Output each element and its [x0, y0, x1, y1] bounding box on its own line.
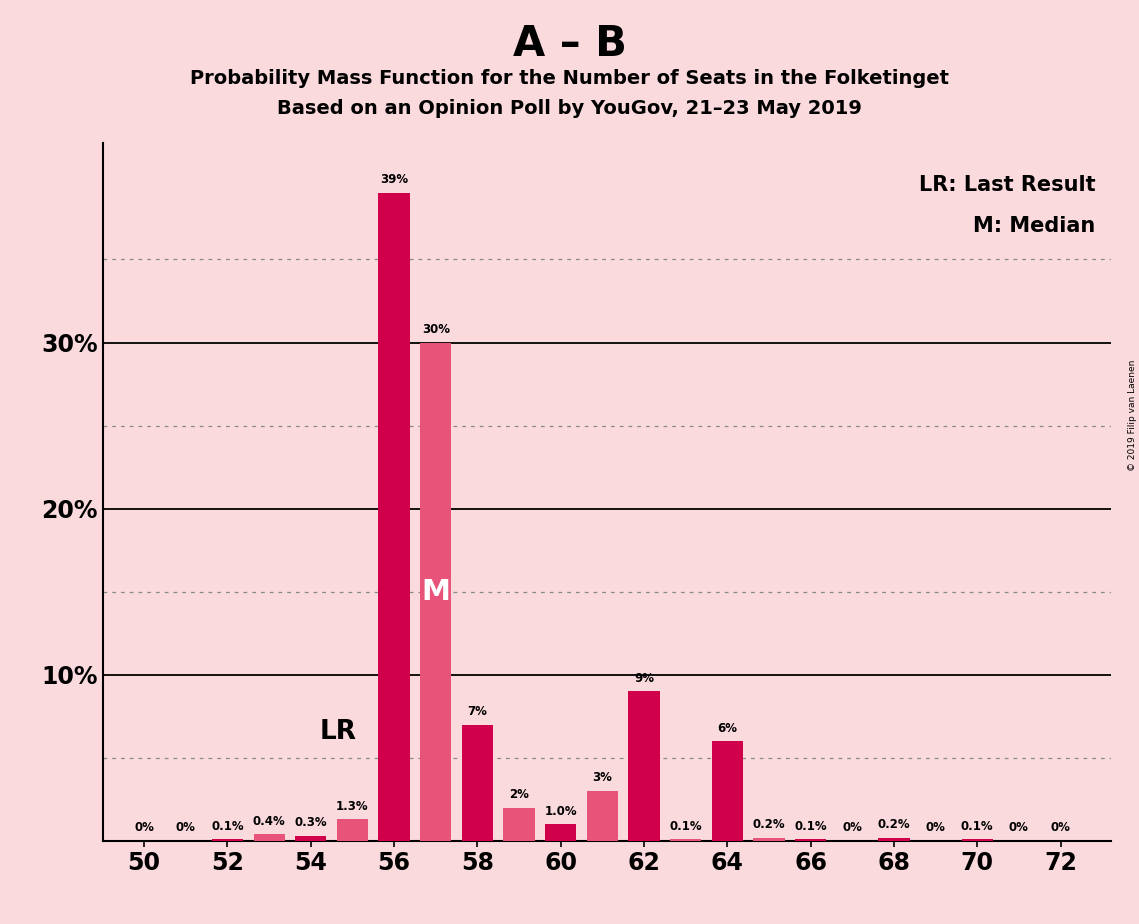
Bar: [878, 837, 910, 841]
Text: 1.3%: 1.3%: [336, 799, 369, 812]
Text: 0%: 0%: [1009, 821, 1029, 834]
Text: 39%: 39%: [380, 174, 408, 187]
Text: 0.1%: 0.1%: [794, 820, 827, 833]
Bar: [670, 839, 702, 841]
Bar: [212, 839, 243, 841]
Text: 2%: 2%: [509, 788, 528, 801]
Bar: [629, 691, 659, 841]
Text: 1.0%: 1.0%: [544, 805, 577, 818]
Text: 7%: 7%: [467, 705, 487, 718]
Text: 0.3%: 0.3%: [295, 816, 327, 829]
Text: 0.1%: 0.1%: [961, 820, 993, 833]
Text: 0.4%: 0.4%: [253, 815, 286, 828]
Text: 0.2%: 0.2%: [753, 818, 785, 831]
Text: 0.1%: 0.1%: [211, 820, 244, 833]
Text: M: M: [421, 578, 450, 606]
Text: 0.1%: 0.1%: [670, 820, 702, 833]
Bar: [420, 343, 451, 841]
Text: 30%: 30%: [421, 322, 450, 336]
Bar: [546, 824, 576, 841]
Text: M: Median: M: Median: [973, 216, 1096, 237]
Text: 0%: 0%: [926, 821, 945, 834]
Text: 0%: 0%: [843, 821, 862, 834]
Text: LR: LR: [320, 719, 357, 745]
Text: 6%: 6%: [718, 722, 737, 735]
Text: LR: Last Result: LR: Last Result: [919, 175, 1096, 195]
Text: 0%: 0%: [1050, 821, 1071, 834]
Bar: [587, 791, 618, 841]
Text: 9%: 9%: [634, 672, 654, 685]
Bar: [337, 820, 368, 841]
Text: 3%: 3%: [592, 772, 613, 784]
Bar: [295, 836, 327, 841]
Text: A – B: A – B: [513, 23, 626, 65]
Bar: [254, 834, 285, 841]
Text: Probability Mass Function for the Number of Seats in the Folketinget: Probability Mass Function for the Number…: [190, 69, 949, 89]
Bar: [503, 808, 534, 841]
Bar: [961, 839, 993, 841]
Text: 0%: 0%: [134, 821, 154, 834]
Bar: [378, 193, 410, 841]
Bar: [795, 839, 826, 841]
Bar: [753, 837, 785, 841]
Text: 0.2%: 0.2%: [878, 818, 910, 831]
Text: Based on an Opinion Poll by YouGov, 21–23 May 2019: Based on an Opinion Poll by YouGov, 21–2…: [277, 99, 862, 118]
Text: © 2019 Filip van Laenen: © 2019 Filip van Laenen: [1128, 360, 1137, 471]
Bar: [461, 724, 493, 841]
Text: 0%: 0%: [175, 821, 196, 834]
Bar: [712, 741, 743, 841]
